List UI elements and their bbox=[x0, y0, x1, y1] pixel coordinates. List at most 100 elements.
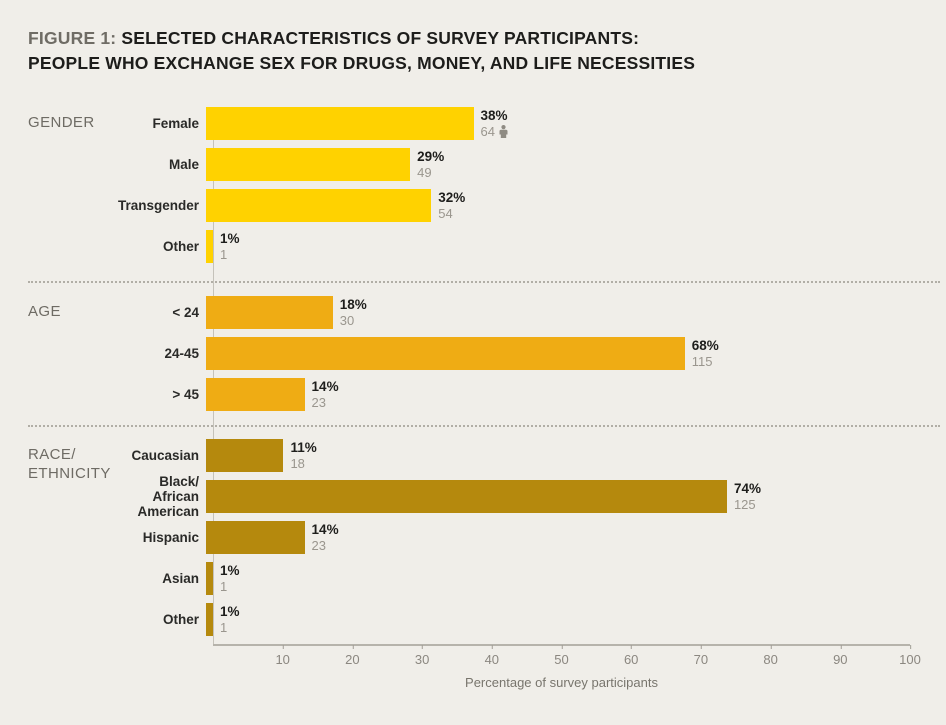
count-label: 49 bbox=[417, 164, 432, 180]
bar-row-black-african-american: Black/ African American 74 125 bbox=[118, 474, 910, 521]
bar-female bbox=[206, 107, 474, 140]
bar-row-24-45: 24-45 68 115 bbox=[118, 337, 910, 378]
bar-chart: GENDER Female 38 64 Male bbox=[0, 107, 946, 690]
value-labels: 1 1 bbox=[220, 562, 240, 595]
bar-row-over-45: > 45 14 23 bbox=[118, 378, 910, 419]
bar-track: 38 64 bbox=[206, 107, 910, 140]
bar-track: 74 125 bbox=[206, 480, 910, 513]
bar-transgender bbox=[206, 189, 432, 222]
value-labels: 18 30 bbox=[340, 296, 367, 329]
figure-title-line1: FIGURE 1: SELECTED CHARACTERISTICS OF SUR… bbox=[28, 26, 916, 51]
x-tick: 30 bbox=[414, 645, 430, 667]
bar-row-gender-other: Other 1 1 bbox=[118, 230, 910, 271]
category-label: Other bbox=[162, 612, 199, 627]
count-label: 23 bbox=[311, 394, 327, 410]
count-label: 125 bbox=[733, 496, 756, 512]
x-tick: 20 bbox=[345, 645, 360, 667]
percent-label: 14 bbox=[312, 522, 339, 538]
count-label: 18 bbox=[290, 455, 305, 471]
count-label: 30 bbox=[339, 312, 355, 328]
bar-race-other bbox=[206, 603, 214, 636]
group-label-age: AGE bbox=[28, 303, 61, 320]
bar-male bbox=[206, 148, 411, 181]
bar-row-asian: Asian 1 1 bbox=[118, 562, 910, 603]
bar-row-race-other: Other 1 1 bbox=[118, 603, 910, 644]
bar-gender-other bbox=[206, 230, 214, 263]
x-axis-label: Percentage of survey participants bbox=[465, 675, 658, 690]
bar-track: 14 23 bbox=[206, 521, 910, 554]
bar-24-45 bbox=[206, 337, 685, 370]
bar-track: 32 54 bbox=[206, 189, 910, 222]
category-label: > 45 bbox=[172, 387, 199, 402]
x-axis: 10 20 30 40 50 60 70 80 90 100 bbox=[213, 644, 921, 668]
bar-row-hispanic: Hispanic 14 23 bbox=[118, 521, 910, 562]
group-label-race-ethnicity: RACE/ ETHNICITY bbox=[28, 446, 111, 482]
value-labels: 14 23 bbox=[312, 378, 339, 411]
bar-track: 29 49 bbox=[206, 148, 910, 181]
category-label: Female bbox=[152, 116, 199, 131]
value-labels: 32 54 bbox=[438, 189, 465, 222]
x-tick: 50 bbox=[554, 645, 569, 667]
value-labels: 14 23 bbox=[312, 521, 339, 554]
bar-hispanic bbox=[206, 521, 305, 554]
x-tick: 10 bbox=[275, 645, 290, 667]
count-label: 1 bbox=[220, 246, 228, 262]
bar-row-female: Female 38 64 bbox=[118, 107, 910, 148]
bar-track: 68 115 bbox=[206, 337, 910, 370]
count-label: 64 bbox=[480, 123, 495, 139]
axis-baseline bbox=[213, 109, 214, 644]
percent-label: 14 bbox=[312, 379, 339, 395]
bar-row-under-24: < 24 18 30 bbox=[118, 296, 910, 337]
category-label: Hispanic bbox=[142, 530, 199, 545]
category-label: Caucasian bbox=[131, 448, 199, 463]
bar-row-male: Male 29 49 bbox=[118, 148, 910, 189]
bar-black-african-american bbox=[206, 480, 727, 513]
category-label: Transgender bbox=[117, 198, 199, 213]
category-label: Other bbox=[162, 239, 199, 254]
value-labels: 11 18 bbox=[290, 439, 316, 472]
bar-track: 1 1 bbox=[206, 603, 910, 636]
section-separator bbox=[28, 281, 940, 283]
category-label: Male bbox=[168, 157, 199, 172]
percent-label: 1 bbox=[220, 563, 240, 579]
percent-label: 68 bbox=[692, 338, 719, 354]
x-tick: 90 bbox=[833, 645, 848, 667]
bar-track: 1 1 bbox=[206, 562, 910, 595]
figure-number: FIGURE 1: bbox=[28, 28, 117, 48]
figure-title-text: SELECTED CHARACTERISTICS OF SURVEY PARTI… bbox=[121, 28, 640, 48]
bar-caucasian bbox=[206, 439, 284, 472]
percent-label: 29 bbox=[417, 149, 444, 165]
percent-label: 32 bbox=[438, 190, 465, 206]
bar-track: 1 1 bbox=[206, 230, 910, 263]
value-labels: 38 64 bbox=[481, 107, 508, 140]
category-label: Black/ African American bbox=[137, 474, 199, 519]
bar-track: 11 18 bbox=[206, 439, 910, 472]
count-label: 54 bbox=[438, 205, 453, 221]
percent-label: 11 bbox=[290, 440, 316, 456]
value-labels: 29 49 bbox=[417, 148, 444, 181]
figure-title-line2: PEOPLE WHO EXCHANGE SEX FOR DRUGS, MONEY… bbox=[28, 53, 696, 73]
category-label: 24-45 bbox=[164, 346, 199, 361]
x-tick: 100 bbox=[899, 645, 921, 667]
x-tick: 60 bbox=[623, 645, 639, 667]
percent-label: 1 bbox=[220, 604, 240, 620]
category-label: < 24 bbox=[172, 305, 199, 320]
group-label-gender: GENDER bbox=[28, 114, 95, 131]
count-label: 23 bbox=[311, 537, 327, 553]
value-labels: 1 1 bbox=[220, 603, 240, 636]
percent-label: 38 bbox=[481, 108, 508, 124]
person-icon bbox=[499, 125, 508, 138]
bar-over-45 bbox=[206, 378, 305, 411]
x-tick: 80 bbox=[763, 645, 778, 667]
group-gender: GENDER Female 38 64 Male bbox=[28, 107, 910, 271]
value-labels: 1 1 bbox=[220, 230, 240, 263]
value-labels: 68 115 bbox=[692, 337, 719, 370]
percent-label: 18 bbox=[340, 297, 367, 313]
x-tick: 70 bbox=[693, 645, 709, 667]
count-label: 115 bbox=[691, 353, 713, 369]
category-label: Asian bbox=[162, 571, 199, 586]
bar-row-transgender: Transgender 32 54 bbox=[118, 189, 910, 230]
value-labels: 74 125 bbox=[734, 480, 761, 513]
plot-region: GENDER Female 38 64 Male bbox=[28, 107, 940, 644]
